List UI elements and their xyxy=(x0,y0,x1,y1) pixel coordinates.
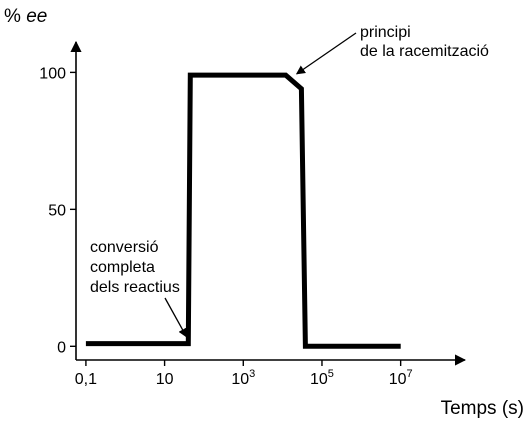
x-tick-label-base: 10 xyxy=(310,371,328,388)
annotation-racemization: principi de la racemització xyxy=(360,24,489,60)
series-line xyxy=(85,72,401,349)
x-tick-label-base: 10 xyxy=(389,371,407,388)
x-axis-title: Temps (s) xyxy=(441,398,524,419)
annotation-racemization-arrow xyxy=(295,32,357,75)
y-axis-title-prefix: % xyxy=(4,6,26,27)
annotation-conversion-line-2: completa xyxy=(90,259,155,276)
x-tick-label-base: 10 xyxy=(156,371,174,388)
x-tick-label: 105 xyxy=(310,368,334,388)
annotation-racemization-line-2: de la racemització xyxy=(360,43,489,60)
x-tick-label: 107 xyxy=(389,368,413,388)
annotation-conversion-line-1: conversió xyxy=(90,239,159,256)
x-tick-label: 0,1 xyxy=(75,371,97,388)
x-tick-label-base: 10 xyxy=(231,371,249,388)
annotation-conversion: conversió completa dels reactius xyxy=(90,239,180,296)
x-tick-label-exponent: 3 xyxy=(249,368,255,380)
y-axis-title-italic: ee xyxy=(26,6,47,27)
annotation-conversion-arrow xyxy=(164,297,188,338)
y-tick-label: 100 xyxy=(39,65,66,82)
x-tick-label-exponent: 5 xyxy=(328,368,334,380)
annotation-racemization-line-1: principi xyxy=(360,24,411,41)
x-tick-label: 103 xyxy=(231,368,255,388)
x-tick-label-exponent: 7 xyxy=(406,368,412,380)
x-tick-label-base: 0,1 xyxy=(75,371,97,388)
x-tick-group: 0,1 10 103 105 107 xyxy=(75,360,413,388)
y-tick-label: 50 xyxy=(48,202,66,219)
annotation-conversion-line-3: dels reactius xyxy=(90,279,180,296)
y-axis-title: % ee xyxy=(4,6,47,27)
x-tick-label: 10 xyxy=(156,371,174,388)
y-tick-group: 0 50 100 xyxy=(39,65,76,356)
y-tick-label: 0 xyxy=(57,339,66,356)
